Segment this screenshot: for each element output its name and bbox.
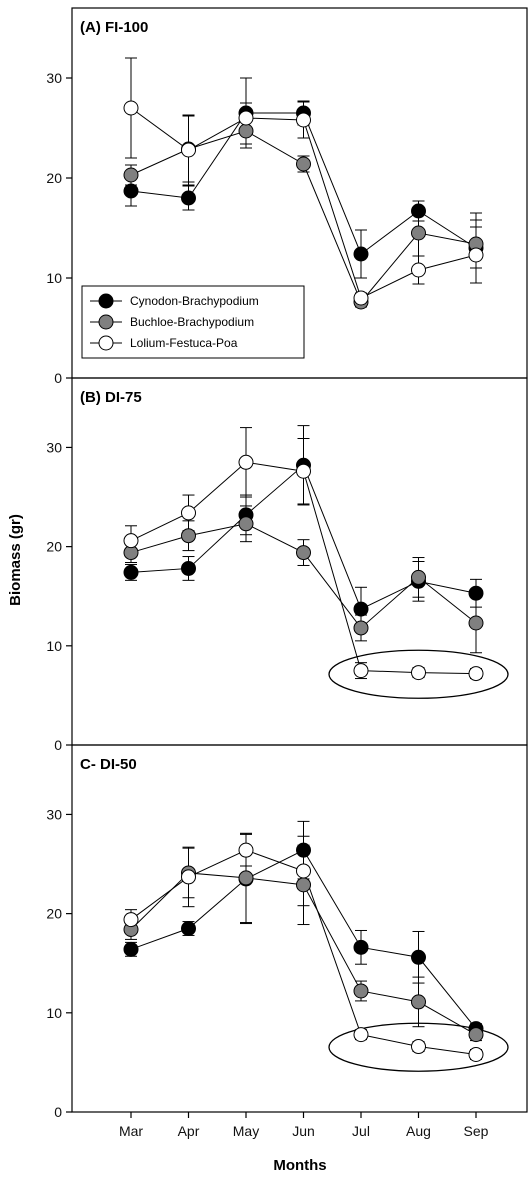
legend-marker — [98, 314, 114, 330]
x-tick-label: Jul — [352, 1123, 370, 1139]
data-point — [181, 190, 196, 206]
data-point — [296, 545, 311, 561]
x-tick-label: Apr — [178, 1123, 200, 1139]
panel-title: (B) DI-75 — [80, 389, 142, 406]
data-point — [123, 167, 139, 183]
data-point — [123, 941, 139, 957]
series-lolium-festuca-poa — [125, 57, 482, 304]
x-tick-label: Mar — [119, 1123, 143, 1139]
data-point — [411, 665, 426, 681]
legend: Cynodon-Brachypodium Buchloe-Brachypodium… — [81, 285, 305, 359]
markers-buchloe-brachypodium — [123, 516, 484, 636]
data-point — [181, 142, 196, 158]
data-point — [123, 912, 139, 928]
data-point — [353, 939, 369, 955]
y-tick-label: 0 — [54, 370, 62, 386]
data-point — [181, 921, 196, 936]
data-point — [238, 516, 254, 532]
data-point — [468, 1027, 484, 1043]
data-point — [353, 663, 369, 679]
legend-entry: Buchloe-Brachypodium — [130, 315, 254, 329]
markers-buchloe-brachypodium — [123, 123, 484, 310]
series-buchloe-brachypodium — [125, 115, 482, 308]
y-tick-label: 10 — [46, 1005, 62, 1021]
series-buchloe-brachypodium — [125, 505, 482, 654]
data-point — [468, 615, 484, 631]
data-point — [296, 863, 311, 879]
data-point — [123, 564, 139, 580]
data-point — [296, 463, 311, 479]
markers-lolium-festuca-poa — [123, 100, 484, 306]
data-point — [238, 842, 254, 858]
annotation-ellipse — [328, 649, 509, 699]
data-point — [296, 112, 311, 128]
data-point — [468, 1046, 484, 1062]
legend-marker — [98, 293, 114, 309]
data-point — [123, 183, 139, 199]
legend-entry: Lolium-Festuca-Poa — [130, 336, 238, 350]
y-tick-label: 10 — [46, 270, 62, 286]
markers-lolium-festuca-poa — [123, 842, 484, 1062]
data-point — [411, 949, 426, 965]
x-tick-label: Jun — [292, 1123, 315, 1139]
y-tick-label: 20 — [46, 170, 62, 186]
y-tick-label: 20 — [46, 906, 62, 922]
data-point — [411, 1039, 426, 1055]
data-point — [353, 1027, 369, 1043]
y-tick-label: 0 — [54, 1104, 62, 1120]
panel-2: (B) DI-75 0 10 20 30 — [46, 377, 528, 753]
data-point — [468, 585, 484, 601]
data-point — [353, 983, 369, 999]
data-point — [296, 877, 311, 893]
data-point — [411, 994, 426, 1010]
x-tick-label: Aug — [406, 1123, 431, 1139]
data-point — [238, 870, 254, 886]
legend-entry: Cynodon-Brachypodium — [130, 294, 259, 308]
data-point — [296, 156, 311, 172]
markers-lolium-festuca-poa — [123, 454, 484, 682]
y-tick-label: 30 — [46, 439, 62, 455]
y-tick-label: 10 — [46, 638, 62, 654]
data-point — [181, 869, 196, 885]
y-tick-label: 30 — [46, 70, 62, 86]
data-point — [411, 225, 426, 241]
x-tick-label: May — [233, 1123, 259, 1139]
markers-buchloe-brachypodium — [123, 865, 484, 1043]
data-point — [411, 203, 426, 219]
y-tick-label: 0 — [54, 737, 62, 753]
data-point — [468, 247, 484, 263]
panel-frame — [71, 744, 528, 1113]
data-point — [238, 123, 254, 139]
panel-frame — [71, 377, 528, 746]
data-point — [353, 290, 369, 306]
data-point — [123, 100, 139, 116]
data-point — [181, 560, 196, 576]
panel-1: (A) FI-100 0 10 20 30 — [46, 7, 528, 386]
data-point — [353, 620, 369, 636]
x-axis-title: Months — [273, 1157, 326, 1174]
data-point — [296, 842, 311, 858]
x-tick-label: Sep — [464, 1123, 489, 1139]
panel-3: C- DI-50 0 10 20 30 Mar Apr May Jun Jul Aug Sep — [46, 744, 528, 1139]
data-point — [238, 454, 254, 470]
data-point — [123, 533, 139, 549]
data-point — [353, 246, 369, 262]
data-point — [181, 505, 196, 521]
data-point — [411, 569, 426, 585]
legend-marker — [98, 335, 114, 351]
data-point — [238, 110, 254, 126]
y-axis-title: Biomass (gr) — [7, 514, 24, 606]
data-point — [411, 262, 426, 278]
panel-title: C- DI-50 — [80, 756, 137, 773]
data-point — [468, 666, 484, 682]
y-tick-label: 20 — [46, 539, 62, 555]
panel-title: (A) FI-100 — [80, 19, 148, 36]
data-point — [353, 601, 369, 617]
data-point — [181, 528, 196, 544]
y-tick-label: 30 — [46, 806, 62, 822]
